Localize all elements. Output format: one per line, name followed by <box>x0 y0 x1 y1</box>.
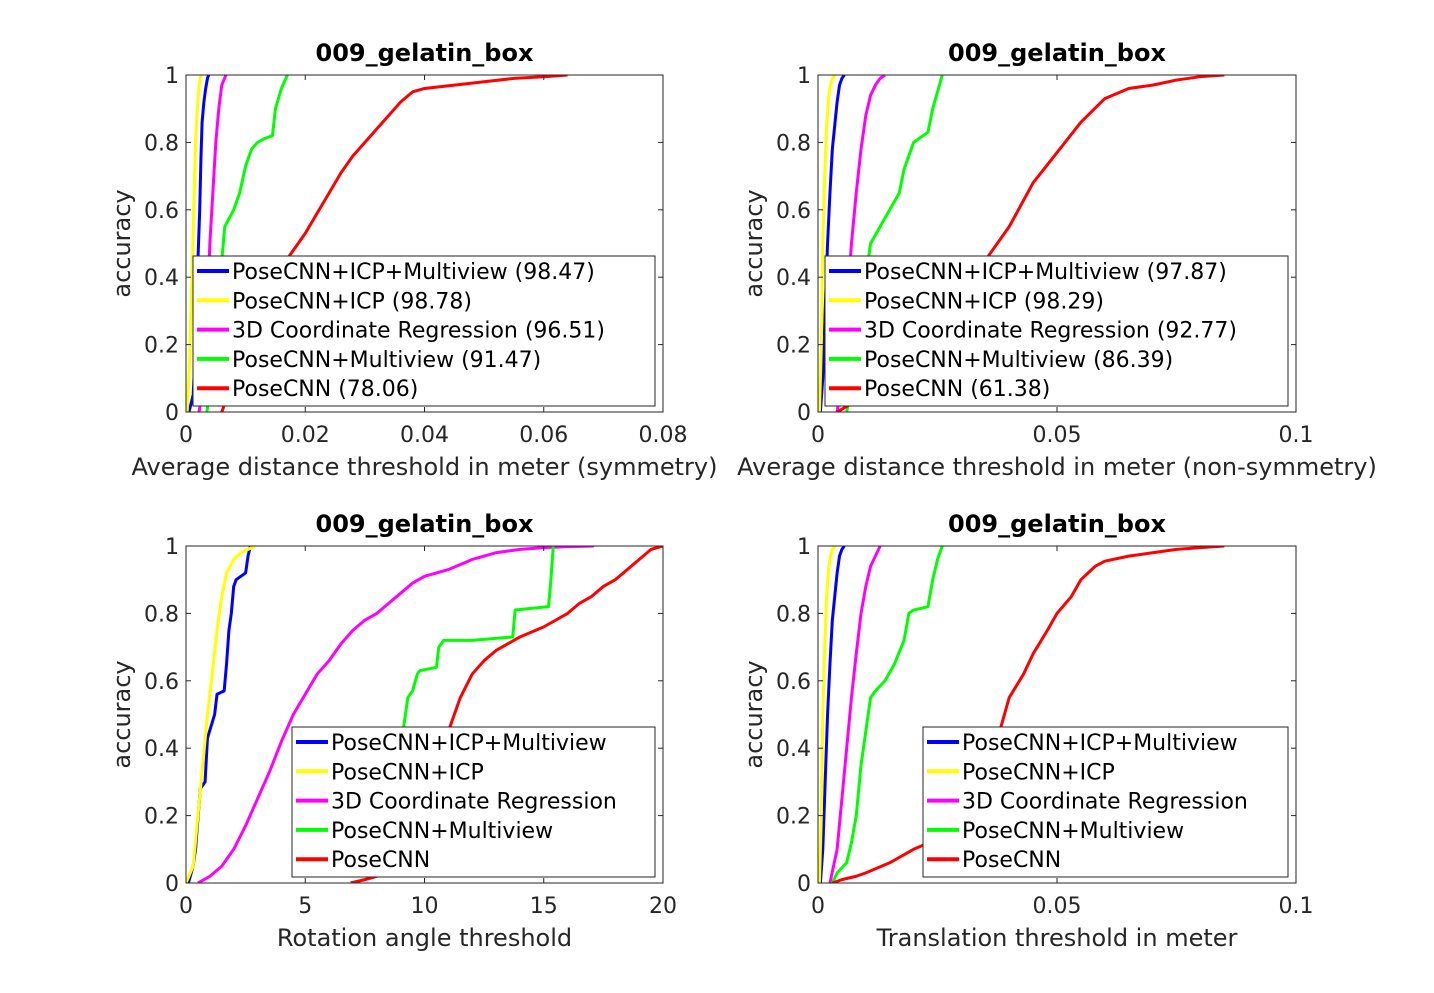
x-tick-label: 0.05 <box>1033 894 1082 919</box>
series-line-1 <box>818 546 846 883</box>
y-tick-label: 1 <box>165 64 179 89</box>
series-line-2 <box>186 546 256 883</box>
legend-label-2: PoseCNN+ICP (98.78) <box>232 289 472 314</box>
y-tick-label: 0.6 <box>144 670 179 695</box>
series-line-3 <box>828 546 882 883</box>
legend-label-5: PoseCNN <box>962 848 1061 873</box>
x-tick-label: 0 <box>179 423 193 448</box>
y-tick-label: 0.6 <box>144 199 179 224</box>
y-tick-label: 0.4 <box>776 737 811 762</box>
y-tick-label: 0 <box>797 401 811 426</box>
y-axis-label: accuracy <box>108 189 136 297</box>
y-tick-label: 0.8 <box>776 131 811 156</box>
legend-label-4: PoseCNN+Multiview (91.47) <box>232 348 541 373</box>
y-tick-label: 0.4 <box>144 266 179 291</box>
y-tick-label: 0.2 <box>776 805 811 830</box>
legend-label-1: PoseCNN+ICP+Multiview (98.47) <box>232 260 595 285</box>
y-tick-label: 0.8 <box>144 602 179 627</box>
y-tick-label: 1 <box>165 535 179 560</box>
legend-label-1: PoseCNN+ICP+Multiview <box>331 731 607 756</box>
series-line-4 <box>401 546 555 732</box>
legend-box <box>192 255 656 407</box>
legend: PoseCNN+ICP+Multiview (98.47) PoseCNN+ICP… <box>192 255 656 407</box>
legend-box <box>922 726 1289 878</box>
chart-panel-2: 0 0.05 0.1 0 0.2 0.4 0.6 0.8 1 009_gelatin_box Ave… <box>737 39 1377 481</box>
y-tick-label: 0.8 <box>144 131 179 156</box>
x-tick-label: 0.08 <box>639 423 688 448</box>
series-line-5 <box>831 546 1225 883</box>
x-tick-label: 5 <box>298 894 312 919</box>
series-line-3 <box>197 546 594 883</box>
y-tick-label: 1 <box>797 64 811 89</box>
chart-title: 009_gelatin_box <box>316 39 534 67</box>
x-tick-label: 0 <box>811 423 825 448</box>
y-tick-label: 0.2 <box>144 805 179 830</box>
legend-box <box>291 726 656 878</box>
x-tick-label: 0 <box>811 894 825 919</box>
chart-title: 009_gelatin_box <box>948 510 1166 538</box>
x-axis-label: Average distance threshold in meter (sym… <box>132 453 718 481</box>
y-tick-label: 0 <box>797 872 811 897</box>
x-tick-label: 0.05 <box>1033 423 1082 448</box>
series-line-4 <box>205 75 289 412</box>
y-tick-label: 0.6 <box>776 670 811 695</box>
y-tick-label: 0.2 <box>776 334 811 359</box>
series-line-2 <box>818 546 836 883</box>
series-line-2 <box>818 75 836 412</box>
legend-label-2: PoseCNN+ICP (98.29) <box>864 289 1104 314</box>
legend: PoseCNN+ICP+Multiview (97.87) PoseCNN+ICP… <box>824 255 1289 407</box>
legend-label-5: PoseCNN (61.38) <box>864 377 1050 402</box>
series-line-2 <box>186 75 203 412</box>
y-tick-label: 0.4 <box>776 266 811 291</box>
legend-label-5: PoseCNN (78.06) <box>232 377 418 402</box>
y-tick-label: 1 <box>797 535 811 560</box>
x-axis-label: Rotation angle threshold <box>277 924 572 952</box>
legend-label-4: PoseCNN+Multiview <box>962 819 1184 844</box>
legend-box <box>824 255 1289 407</box>
x-tick-label: 0.1 <box>1279 894 1314 919</box>
series-line-1 <box>818 75 846 412</box>
x-tick-label: 0 <box>179 894 193 919</box>
legend: PoseCNN+ICP+Multiview PoseCNN+ICP 3D Coord… <box>922 726 1289 878</box>
y-tick-label: 0 <box>165 401 179 426</box>
legend-label-3: 3D Coordinate Regression <box>331 790 617 815</box>
y-axis-label: accuracy <box>740 189 768 297</box>
chart-title: 009_gelatin_box <box>948 39 1166 67</box>
x-tick-label: 0.02 <box>281 423 330 448</box>
legend-label-3: 3D Coordinate Regression (92.77) <box>864 319 1237 344</box>
x-tick-label: 15 <box>530 894 558 919</box>
legend-label-2: PoseCNN+ICP <box>962 760 1115 785</box>
legend-label-5: PoseCNN <box>331 848 430 873</box>
y-tick-label: 0.2 <box>144 334 179 359</box>
legend-label-4: PoseCNN+Multiview <box>331 819 553 844</box>
legend: PoseCNN+ICP+Multiview PoseCNN+ICP 3D Coord… <box>291 726 656 878</box>
x-tick-label: 0.06 <box>519 423 568 448</box>
legend-label-1: PoseCNN+ICP+Multiview (97.87) <box>864 260 1227 285</box>
y-axis-label: accuracy <box>740 660 768 768</box>
chart-panel-3: 0 5 10 15 20 0 0.2 0.4 0.6 0.8 1 009_gelatin_box Rot… <box>108 510 677 952</box>
chart-panel-4: 0 0.05 0.1 0 0.2 0.4 0.6 0.8 1 009_gelatin_box Tra… <box>740 510 1314 952</box>
y-tick-label: 0 <box>165 872 179 897</box>
x-axis-label: Average distance threshold in meter (non… <box>737 453 1377 481</box>
legend-label-3: 3D Coordinate Regression (96.51) <box>232 319 605 344</box>
chart-panel-1: 0 0.02 0.04 0.06 0.08 0 0.2 0.4 0.6 0.8 1 009_gelat… <box>108 39 717 481</box>
x-axis-label: Translation threshold in meter <box>876 924 1238 952</box>
legend-label-4: PoseCNN+Multiview (86.39) <box>864 348 1173 373</box>
y-tick-label: 0.8 <box>776 602 811 627</box>
legend-label-1: PoseCNN+ICP+Multiview <box>962 731 1238 756</box>
y-tick-label: 0.6 <box>776 199 811 224</box>
x-tick-label: 20 <box>649 894 677 919</box>
x-tick-label: 0.04 <box>400 423 449 448</box>
x-tick-label: 0.1 <box>1279 423 1314 448</box>
series-line-4 <box>830 546 944 883</box>
legend-label-2: PoseCNN+ICP <box>331 760 484 785</box>
y-axis-label: accuracy <box>108 660 136 768</box>
chart-title: 009_gelatin_box <box>316 510 534 538</box>
y-tick-label: 0.4 <box>144 737 179 762</box>
x-tick-label: 10 <box>411 894 439 919</box>
legend-label-3: 3D Coordinate Regression <box>962 790 1248 815</box>
